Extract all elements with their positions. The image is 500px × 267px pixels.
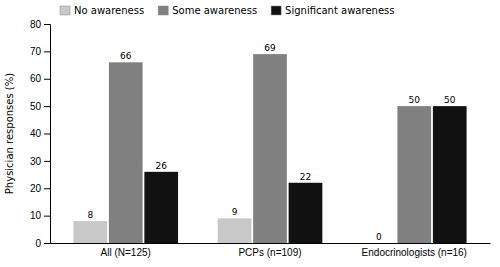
bar <box>433 106 467 243</box>
data-label: 0 <box>376 232 382 242</box>
tick-mark <box>44 106 50 107</box>
legend-label: No awareness <box>74 5 144 16</box>
tick: 70 <box>30 46 50 57</box>
tick-label: 30 <box>30 156 42 167</box>
tick-mark <box>44 216 50 217</box>
legend-label: Significant awareness <box>285 5 394 16</box>
data-label: 50 <box>444 95 456 105</box>
bar <box>218 218 252 243</box>
legend-swatch <box>271 6 281 15</box>
tick-mark <box>44 188 50 189</box>
bar <box>144 172 178 243</box>
tick-label: 80 <box>30 19 42 30</box>
data-label: 69 <box>264 43 276 53</box>
plot: 01020304050607080All (N=125)PCPs (n=109)… <box>30 19 491 258</box>
data-label: 66 <box>120 51 132 61</box>
data-label: 22 <box>300 172 311 182</box>
tick: 60 <box>30 73 50 84</box>
tick-label: All (N=125) <box>101 247 151 258</box>
legend-item: Some awareness <box>158 5 257 16</box>
legend-swatch <box>60 6 70 15</box>
axis-line <box>44 25 51 244</box>
tick-label: 70 <box>30 46 42 57</box>
y-axis: 0 10 20 30 40 50 60 70 80 <box>30 19 51 249</box>
legend-swatch <box>158 6 168 15</box>
tick: 80 <box>30 19 50 30</box>
tick-label: Endocrinologists (n=16) <box>362 247 467 258</box>
bar <box>397 106 431 243</box>
tick: Endocrinologists (n=16) <box>362 243 467 258</box>
legend-item: Significant awareness <box>271 5 394 16</box>
tick-mark <box>44 79 50 80</box>
data-label: 26 <box>155 161 167 171</box>
tick-mark <box>44 24 50 25</box>
tick-label: 10 <box>30 210 42 221</box>
tick-label: PCPs (n=109) <box>238 247 301 258</box>
tick-label: 0 <box>35 238 41 249</box>
tick-label: 40 <box>30 128 42 139</box>
tick-mark <box>44 134 50 135</box>
tick: All (N=125) <box>101 243 151 258</box>
tick: 30 <box>30 156 50 167</box>
tick: 20 <box>30 183 50 194</box>
x-axis: All (N=125) PCPs (n=109) Endocrinologists … <box>51 243 491 258</box>
tick-mark <box>44 243 50 244</box>
y-axis-title: Physician responses (%) <box>4 73 15 194</box>
legend-item: No awareness <box>60 5 144 16</box>
tick-label: 20 <box>30 183 42 194</box>
bar <box>289 183 323 243</box>
data-label: 50 <box>409 95 421 105</box>
data-label: 9 <box>232 207 238 217</box>
bar <box>73 221 107 243</box>
tick-label: 60 <box>30 73 42 84</box>
bar <box>109 62 143 243</box>
bars <box>73 54 466 243</box>
data-labels: 8 9 0 66 69 50 26 22 50 <box>87 43 455 242</box>
data-label: 8 <box>87 210 93 220</box>
tick-label: 50 <box>30 101 42 112</box>
tick: PCPs (n=109) <box>238 243 301 258</box>
tick: 0 <box>35 238 50 249</box>
axis-line <box>51 243 491 244</box>
legend-label: Some awareness <box>172 5 257 16</box>
tick: 10 <box>30 210 50 221</box>
tick: 40 <box>30 128 50 139</box>
bar <box>362 243 396 244</box>
bar <box>253 54 287 243</box>
legend: No awareness Some awareness Significant aw… <box>60 5 394 16</box>
tick-mark <box>44 51 50 52</box>
tick-mark <box>44 161 50 162</box>
chart: 01020304050607080All (N=125)PCPs (n=109)… <box>0 0 500 267</box>
tick: 50 <box>30 101 50 112</box>
